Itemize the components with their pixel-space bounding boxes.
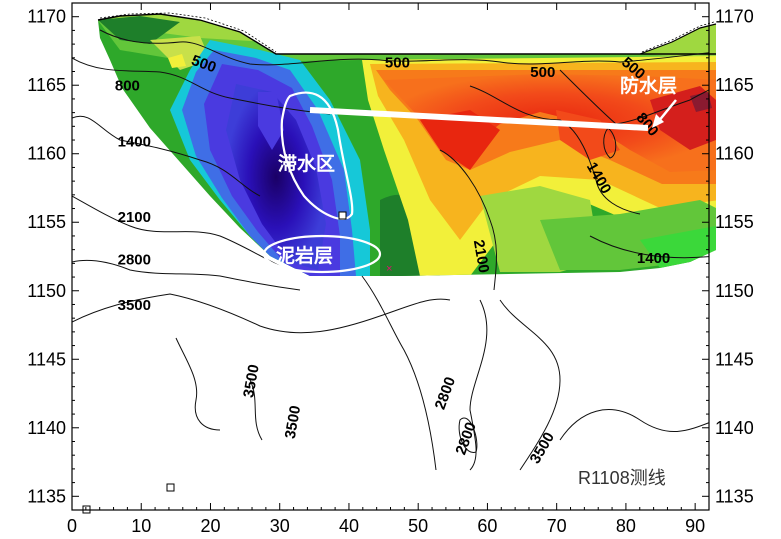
x-tick-label: 30 [270, 516, 290, 536]
water-zone-outline [280, 91, 354, 220]
contour-label: 2800 [432, 375, 459, 412]
y-tick-label: 1160 [27, 144, 66, 164]
x-tick-label: 40 [339, 516, 359, 536]
y-tick-label-right: 1150 [715, 281, 754, 301]
y-axis-left: 1135 1140 1145 1150 1155 1160 1165 1170 [27, 7, 79, 506]
marker-square [338, 211, 347, 220]
x-tick-label: 0 [67, 516, 77, 536]
contour-lines [72, 29, 709, 471]
contour-label: 2100 [118, 209, 151, 226]
contour-label: 3500 [282, 404, 305, 440]
y-tick-label-right: 1135 [715, 486, 754, 506]
annotation-overlays: × 防水层 滞水区 泥岩层 [262, 74, 677, 275]
contour-label: 1400 [118, 134, 151, 151]
contour-label: 2100 [470, 238, 493, 274]
resistivity-color-map [98, 14, 716, 276]
mudstone-layer-label: 泥岩层 [276, 244, 333, 267]
y-tick-label: 1145 [27, 349, 66, 369]
x-tick-label: 50 [408, 516, 428, 536]
y-tick-label: 1150 [27, 281, 66, 301]
y-tick-label-right: 1170 [715, 7, 754, 27]
y-axis-right: 1135 1140 1145 1150 1155 1160 1165 1170 [702, 7, 754, 506]
water-zone-label: 滞水区 [278, 153, 335, 175]
x-axis: 0 10 20 30 40 50 60 70 80 90 [67, 3, 705, 536]
x-tick-label: 20 [200, 516, 220, 536]
y-tick-label-right: 1160 [715, 144, 754, 164]
mudstone-outline [262, 234, 382, 274]
y-tick-label: 1135 [27, 486, 66, 506]
x-tick-label: 60 [477, 516, 497, 536]
waterproof-layer-label: 防水层 [620, 74, 677, 97]
point-marker [166, 483, 175, 492]
terrain-surface [97, 12, 717, 55]
contour-label: 3500 [240, 363, 263, 399]
y-tick-label-right: 1165 [715, 75, 754, 95]
y-tick-label-right: 1145 [715, 349, 754, 369]
waterproof-layer-arrow [657, 99, 677, 123]
contour-label: 500 [530, 64, 555, 81]
x-tick-label: 10 [131, 516, 151, 536]
y-tick-label: 1170 [27, 7, 66, 27]
y-tick-label-right: 1140 [715, 418, 754, 438]
survey-line-label: R1108测线 [578, 468, 666, 488]
arrow-head [652, 114, 664, 128]
contour-label: 800 [115, 78, 140, 95]
marker-cross: × [386, 263, 392, 275]
contour-label: 3500 [527, 429, 558, 466]
y-tick-label: 1140 [27, 418, 66, 438]
contour-label: 2800 [118, 252, 151, 269]
y-tick-label: 1155 [27, 212, 66, 232]
contour-label: 1400 [637, 250, 670, 267]
x-tick-label: 80 [616, 516, 636, 536]
y-tick-label: 1165 [27, 75, 66, 95]
contour-label: 3500 [118, 297, 151, 314]
x-tick-label: 90 [685, 516, 705, 536]
contour-label: 500 [385, 54, 410, 71]
y-tick-label-right: 1155 [715, 212, 754, 232]
x-tick-label: 70 [547, 516, 567, 536]
waterproof-layer-line [309, 107, 649, 131]
